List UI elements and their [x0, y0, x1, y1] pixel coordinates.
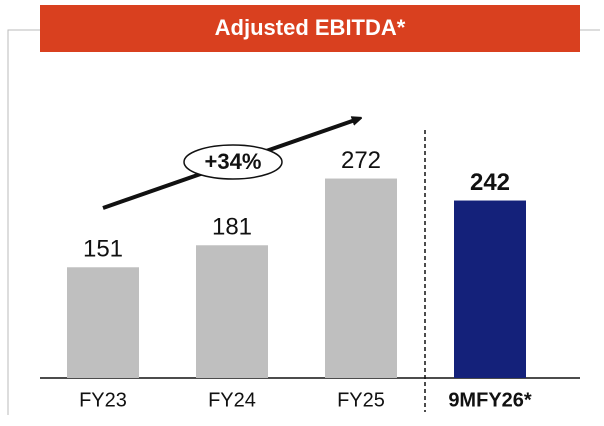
value-label: 242 — [470, 169, 510, 196]
x-tick-label: FY23 — [79, 389, 127, 411]
annotation: +34% — [205, 149, 262, 174]
chart-title: Adjusted EBITDA* — [215, 15, 406, 40]
x-tick-label: FY25 — [337, 389, 385, 411]
annotation-bubble — [183, 144, 283, 180]
value-label: 181 — [212, 214, 252, 241]
x-tick-label: FY24 — [208, 389, 256, 411]
bar — [196, 245, 268, 378]
frame-line — [7, 29, 40, 415]
bar — [454, 200, 526, 378]
value-label: 272 — [341, 147, 381, 174]
title-banner — [40, 5, 580, 52]
bar — [67, 267, 139, 378]
frame — [7, 29, 600, 415]
bar — [325, 178, 397, 378]
value-label: 151 — [83, 236, 123, 263]
x-tick-label: 9MFY26* — [448, 389, 532, 411]
